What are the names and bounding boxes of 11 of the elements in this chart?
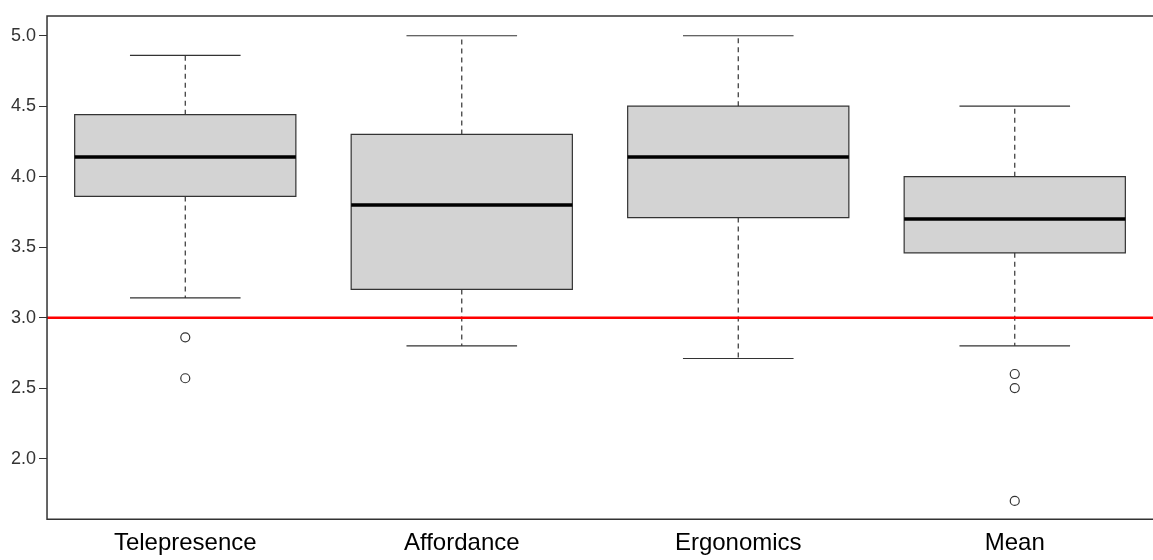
y-tick-label: 2.5 [10, 377, 37, 398]
x-tick-label: Mean [984, 528, 1045, 556]
x-tick-label: Affordance [403, 528, 520, 556]
x-tick-label: Telepresence [113, 528, 257, 556]
y-tick-label: 4.5 [10, 95, 37, 116]
y-tick-label: 5.0 [10, 24, 37, 45]
y-tick-label: 4.0 [10, 165, 37, 186]
x-tick-label: Ergonomics [674, 528, 802, 556]
y-tick-label: 3.5 [10, 236, 37, 257]
y-tick-label: 3.0 [10, 306, 37, 327]
y-tick-label: 2.0 [10, 447, 37, 468]
